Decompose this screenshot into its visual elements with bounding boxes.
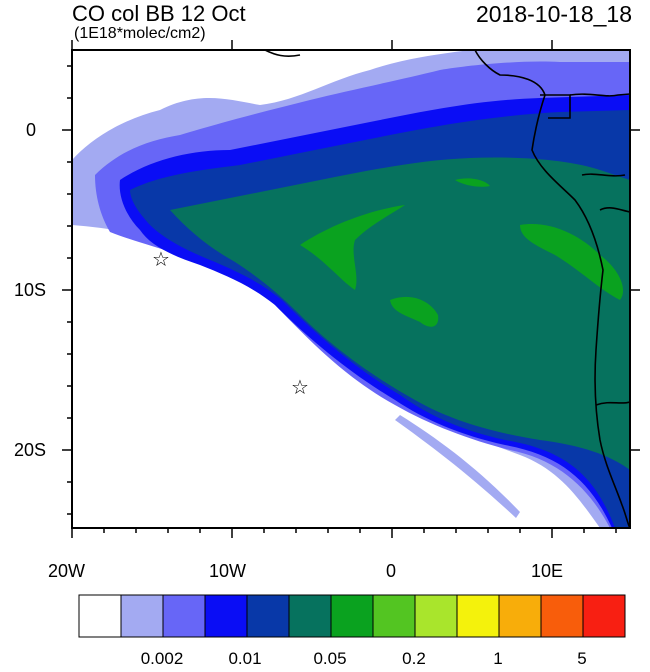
colorbar-swatch-0 — [78, 594, 122, 638]
concentration-field — [72, 50, 630, 528]
green-patch-center — [300, 205, 405, 290]
y-label-0: 0 — [26, 120, 37, 140]
x-label-10e: 10E — [531, 561, 564, 581]
green-patch-south — [390, 296, 439, 327]
plume-tail — [395, 415, 520, 518]
colorbar-label-001: 0.01 — [228, 649, 262, 668]
star-marker-south: ☆ — [291, 375, 309, 399]
colorbar-swatch-10 — [498, 594, 542, 638]
colorbar-swatch-9 — [456, 594, 500, 638]
axis-ticks — [62, 40, 640, 538]
colorbar — [78, 594, 626, 638]
map-frame — [71, 49, 631, 529]
coastline — [264, 50, 630, 528]
colorbar-swatch-4 — [246, 594, 290, 638]
star-marker-west: ☆ — [152, 247, 170, 271]
x-label-0: 0 — [386, 561, 397, 581]
colorbar-swatch-7 — [372, 594, 416, 638]
units-subtitle: (1E18*molec/cm2) — [74, 25, 206, 42]
x-label-10w: 10W — [209, 561, 247, 581]
y-label-10s: 10S — [14, 280, 47, 300]
y-label-20s: 20S — [14, 440, 47, 460]
colorbar-label-0002: 0.002 — [140, 649, 184, 668]
colorbar-swatch-12 — [582, 594, 626, 638]
colorbar-label-005: 0.05 — [313, 649, 347, 668]
green-patch-north — [455, 178, 490, 187]
colorbar-swatch-1 — [120, 594, 164, 638]
colorbar-swatch-8 — [414, 594, 458, 638]
contour-teal — [170, 157, 630, 470]
colorbar-swatch-5 — [288, 594, 332, 638]
green-patch-east — [520, 224, 624, 300]
x-label-20w: 20W — [48, 561, 86, 581]
colorbar-swatch-11 — [540, 594, 584, 638]
colorbar-label-5: 5 — [577, 649, 587, 668]
colorbar-swatch-2 — [162, 594, 206, 638]
colorbar-swatch-3 — [204, 594, 248, 638]
colorbar-label-1: 1 — [493, 649, 503, 668]
title: CO col BB 12 Oct — [72, 1, 246, 26]
datetime-label: 2018-10-18_18 — [475, 1, 632, 27]
colorbar-label-02: 0.2 — [402, 649, 426, 668]
colorbar-swatch-6 — [330, 594, 374, 638]
